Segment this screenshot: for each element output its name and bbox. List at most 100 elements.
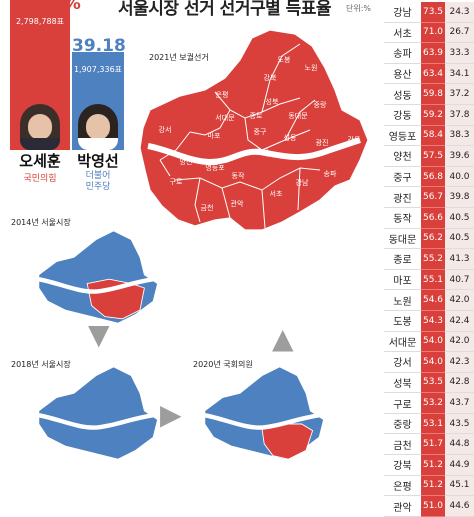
- district-label-nowon: 노원: [305, 63, 318, 72]
- oh-value-cell: 71.0: [421, 22, 445, 44]
- candidate2-party-line1: 더불어: [85, 171, 111, 181]
- candidate1-votes: 2,798,788표: [15, 17, 65, 26]
- district-label-gwangjin: 광진: [316, 138, 329, 147]
- district-label-gwanak: 관악: [231, 199, 244, 208]
- district-cell: 동대문: [384, 228, 421, 250]
- maps-layer: 도봉 노원 강북 은평 성북 중랑 서대문 종로 동대문 마포 중구 성동 광진…: [38, 29, 369, 460]
- oh-value-cell: 54.0: [421, 331, 445, 353]
- district-cell: 구로: [384, 392, 421, 414]
- district-label-yangcheon: 양천: [180, 157, 193, 166]
- table-row: 마포 55.1 40.7: [384, 269, 474, 291]
- oh-value-cell: 51.2: [421, 454, 445, 476]
- district-cell: 강동: [384, 104, 421, 126]
- district-cell: 광진: [384, 186, 421, 208]
- chart-title: 서울시장 선거 선거구별 득표율: [118, 0, 332, 19]
- district-label-eunpyeong: 은평: [216, 90, 229, 99]
- oh-value-cell: 51.0: [421, 495, 445, 517]
- park-value-cell: 42.4: [445, 310, 474, 332]
- district-cell: 양천: [384, 145, 421, 167]
- park-value-cell: 42.0: [445, 289, 474, 311]
- district-cell: 금천: [384, 433, 421, 456]
- table-row: 도봉 54.3 42.4: [384, 310, 474, 332]
- district-cell: 동작: [384, 207, 421, 229]
- oh-value-cell: 63.4: [421, 63, 445, 85]
- oh-value-cell: 53.2: [421, 392, 445, 414]
- park-value-cell: 44.8: [445, 433, 474, 456]
- district-cell: 강남: [384, 2, 421, 23]
- district-label-seodaemun: 서대문: [215, 113, 235, 122]
- table-row: 은평 51.2 45.1: [384, 475, 474, 497]
- district-label-jongno: 종로: [250, 112, 263, 120]
- district-names: 도봉 노원 강북 은평 성북 중랑 서대문 종로 동대문 마포 중구 성동 광진…: [159, 56, 361, 212]
- candidate2-party-line2: 민주당: [85, 182, 111, 192]
- district-cell: 종로: [384, 248, 421, 270]
- oh-value-cell: 55.1: [421, 269, 445, 291]
- arrow-down-icon: ▼: [88, 318, 110, 351]
- results-table-body: 강남 73.5 24.3 서초 71.0 26.7 송파 63.9 33.3 용산 63.4 34.1…: [384, 2, 474, 517]
- candidate1-photo: [20, 104, 60, 150]
- oh-value-cell: 57.5: [421, 145, 445, 167]
- oh-value-cell: 51.2: [421, 475, 445, 497]
- oh-value-cell: 56.2: [421, 228, 445, 250]
- park-value-cell: 45.1: [445, 475, 474, 497]
- oh-value-cell: 59.2: [421, 104, 445, 126]
- oh-value-cell: 56.6: [421, 207, 445, 229]
- table-row: 노원 54.6 42.0: [384, 289, 474, 311]
- table-row: 강북 51.2 44.9: [384, 454, 474, 476]
- district-cell: 중랑: [384, 413, 421, 435]
- park-value-cell: 41.3: [445, 248, 474, 270]
- map-2020: [204, 366, 325, 460]
- district-cell: 관악: [384, 495, 421, 517]
- table-row: 서초 71.0 26.7: [384, 22, 474, 44]
- district-label-dobong: 도봉: [278, 56, 291, 64]
- map2021-tag: 2021년 보궐선거: [146, 51, 212, 64]
- map2014-tag: 2014년 서울시장: [8, 216, 74, 229]
- district-label-seongdong: 성동: [284, 133, 297, 142]
- table-row: 구로 53.2 43.7: [384, 392, 474, 414]
- district-cell: 영등포: [384, 125, 421, 147]
- district-cell: 노원: [384, 289, 421, 311]
- park-value-cell: 37.2: [445, 83, 474, 105]
- map-2021: 도봉 노원 강북 은평 성북 중랑 서대문 종로 동대문 마포 중구 성동 광진…: [139, 29, 369, 231]
- oh-value-cell: 56.8: [421, 166, 445, 188]
- park-value-cell: 26.7: [445, 22, 474, 44]
- table-row: 용산 63.4 34.1: [384, 63, 474, 85]
- oh-value-cell: 56.7: [421, 186, 445, 208]
- district-label-gangseo: 강서: [159, 125, 172, 134]
- district-cell: 송파: [384, 42, 421, 64]
- district-label-seocho: 서초: [270, 189, 283, 198]
- map2020-tag: 2020년 국회의원: [190, 358, 256, 371]
- district-label-gangbuk: 강북: [264, 73, 277, 82]
- table-row: 강서 54.0 42.3: [384, 351, 474, 373]
- table-row: 양천 57.5 39.6: [384, 145, 474, 167]
- seoul-map-2021: [139, 29, 369, 231]
- table-row: 강남 73.5 24.3: [384, 2, 474, 23]
- district-cell: 서초: [384, 22, 421, 44]
- candidate2-party: 더불어 민주당: [68, 171, 128, 193]
- table-row: 중랑 53.1 43.5: [384, 413, 474, 435]
- map2018-tag: 2018년 서울시장: [8, 358, 74, 371]
- district-label-yongsan: 용산: [256, 147, 269, 156]
- district-cell: 성북: [384, 372, 421, 394]
- district-label-yeongdeungpo: 영등포: [205, 163, 225, 172]
- han-river: [147, 137, 361, 166]
- park-value-cell: 40.5: [445, 207, 474, 229]
- table-row: 강동 59.2 37.8: [384, 104, 474, 126]
- oh-value-cell: 54.0: [421, 351, 445, 373]
- oh-value-cell: 59.8: [421, 83, 445, 105]
- district-cell: 강북: [384, 454, 421, 476]
- oh-value-cell: 54.6: [421, 289, 445, 311]
- results-table: 강남 73.5 24.3 서초 71.0 26.7 송파 63.9 33.3 용산 63.4 34.1…: [384, 2, 474, 517]
- oh-value-cell: 55.2: [421, 248, 445, 270]
- park-value-cell: 24.3: [445, 2, 474, 23]
- park-value-cell: 40.5: [445, 228, 474, 250]
- park-value-cell: 43.7: [445, 392, 474, 414]
- district-label-dongdaemun: 동대문: [288, 112, 308, 120]
- district-cell: 마포: [384, 269, 421, 291]
- oh-value-cell: 53.5: [421, 372, 445, 394]
- park-value-cell: 39.6: [445, 145, 474, 167]
- map-2014: [38, 230, 159, 324]
- park-value-cell: 34.1: [445, 63, 474, 85]
- park-value-cell: 42.3: [445, 351, 474, 373]
- park-value-cell: 33.3: [445, 42, 474, 64]
